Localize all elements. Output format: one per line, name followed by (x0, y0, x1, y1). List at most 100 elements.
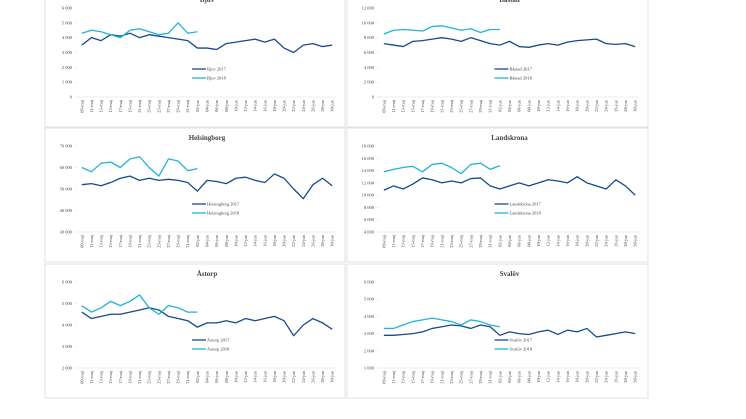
x-tick-label: 10-jun (536, 99, 541, 111)
series-line (383, 176, 636, 196)
x-tick-label: 08-jun (526, 99, 531, 111)
x-tick-label: 26-jun (613, 370, 618, 382)
x-tick-label: 18-jun (272, 99, 277, 111)
x-tick-label: 14-jun (555, 99, 560, 111)
x-tick-label: 20-jun (584, 234, 589, 246)
x-tick-label: 24-jun (301, 370, 306, 382)
panel-border (44, 127, 346, 263)
x-tick-label: 18-jun (575, 99, 580, 111)
legend-label: Landskrona 2017 (510, 202, 542, 207)
x-tick-label: 30-jun (633, 234, 638, 246)
x-tick-label: 23-maj (147, 371, 152, 384)
legend-label: Bjuv 2017 (207, 67, 227, 72)
y-tick-label: 6 000 (62, 280, 73, 285)
x-tick-label: 29-maj (176, 371, 181, 384)
x-tick-label: 20-jun (584, 99, 589, 111)
x-tick-label: 30-jun (330, 370, 335, 382)
x-tick-label: 12-jun (243, 370, 248, 382)
x-tick-label: 13-maj (99, 235, 104, 248)
x-tick-label: 24-jun (604, 370, 609, 382)
x-tick-label: 12-jun (546, 99, 551, 111)
x-tick-label: 14-jun (253, 370, 258, 382)
y-tick-label: 3 000 (62, 50, 73, 55)
x-tick-label: 14-jun (555, 370, 560, 382)
x-tick-label: 29-maj (478, 371, 483, 384)
x-tick-label: 02-jun (497, 234, 502, 246)
x-tick-label: 26-jun (310, 234, 315, 246)
x-tick-label: 16-jun (565, 99, 570, 111)
y-tick-label: 40 000 (60, 208, 73, 213)
x-tick-label: 06-jun (517, 99, 522, 111)
y-tick-label: 30 000 (60, 230, 73, 235)
x-tick-label: 21-maj (439, 100, 444, 113)
x-tick-label: 15-maj (410, 235, 415, 248)
x-tick-label: 27-maj (166, 371, 171, 384)
x-tick-label: 29-maj (478, 100, 483, 113)
x-tick-label: 22-jun (291, 370, 296, 382)
x-tick-label: 06-jun (517, 370, 522, 382)
x-tick-label: 10-jun (536, 370, 541, 382)
x-tick-label: 20-jun (282, 370, 287, 382)
panel-border (346, 0, 649, 128)
x-tick-label: 18-jun (575, 370, 580, 382)
x-tick-label: 30-jun (330, 99, 335, 111)
x-tick-label: 06-jun (214, 234, 219, 246)
x-tick-label: 25-maj (156, 371, 161, 384)
x-tick-label: 22-jun (594, 234, 599, 246)
x-tick-label: 16-jun (262, 99, 267, 111)
y-tick-label: 2 000 (364, 80, 375, 85)
x-tick-label: 06-jun (517, 234, 522, 246)
x-tick-label: 21-maj (439, 371, 444, 384)
chart-panel: Svalöv 1 000 2 000 3 000 4 000 5 000 6 000 09-m… (346, 263, 649, 399)
x-tick-label: 10-jun (233, 234, 238, 246)
chart-title: Båstad (499, 0, 520, 4)
x-tick-label: 30-jun (330, 234, 335, 246)
x-tick-label: 27-maj (468, 100, 473, 113)
y-tick-label: 14 000 (362, 168, 375, 173)
x-tick-label: 23-maj (449, 371, 454, 384)
x-tick-label: 18-jun (272, 234, 277, 246)
x-tick-label: 17-maj (420, 235, 425, 248)
x-tick-label: 04-jun (507, 234, 512, 246)
legend-label: Åstorp 2018 (207, 347, 230, 352)
x-tick-label: 31-maj (488, 100, 493, 113)
y-tick-label: 8 000 (364, 35, 375, 40)
x-tick-label: 13-maj (99, 100, 104, 113)
x-tick-label: 21-maj (137, 371, 142, 384)
x-tick-label: 02-jun (497, 99, 502, 111)
x-tick-label: 31-maj (488, 371, 493, 384)
chart-title: Åstorp (197, 270, 218, 278)
y-tick-label: 2 000 (62, 65, 73, 70)
x-tick-label: 14-jun (253, 234, 258, 246)
y-tick-label: 5 000 (62, 301, 73, 306)
x-tick-label: 21-maj (439, 235, 444, 248)
x-tick-label: 31-maj (185, 100, 190, 113)
x-tick-label: 26-jun (310, 99, 315, 111)
x-tick-label: 02-jun (195, 370, 200, 382)
legend-label: Åstorp 2017 (207, 338, 230, 343)
series-line (81, 156, 198, 177)
y-tick-label: 5 000 (364, 297, 375, 302)
x-tick-label: 24-jun (301, 99, 306, 111)
y-tick-label: 12 000 (362, 180, 375, 185)
panel-border (346, 127, 649, 263)
y-tick-label: 6 000 (364, 217, 375, 222)
legend-label: Svalöv 2018 (510, 347, 533, 352)
x-tick-label: 16-jun (565, 234, 570, 246)
x-tick-label: 23-maj (449, 100, 454, 113)
y-tick-label: 10 000 (362, 193, 375, 198)
y-tick-label: 2 000 (364, 348, 375, 353)
y-tick-label: 0 (70, 95, 73, 100)
x-tick-label: 24-jun (301, 234, 306, 246)
x-tick-label: 04-jun (205, 370, 210, 382)
series-line (81, 22, 198, 39)
chart-title: Svalöv (500, 270, 520, 278)
chart-panel: Åstorp 2 000 3 000 4 000 5 000 6 000 09-maj 11-… (44, 263, 346, 399)
legend-label: Helsingborg 2017 (207, 202, 240, 207)
x-tick-label: 29-maj (176, 235, 181, 248)
x-tick-label: 31-maj (185, 371, 190, 384)
chart-title: Bjuv (200, 0, 215, 4)
x-tick-label: 23-maj (147, 100, 152, 113)
x-tick-label: 29-maj (176, 100, 181, 113)
